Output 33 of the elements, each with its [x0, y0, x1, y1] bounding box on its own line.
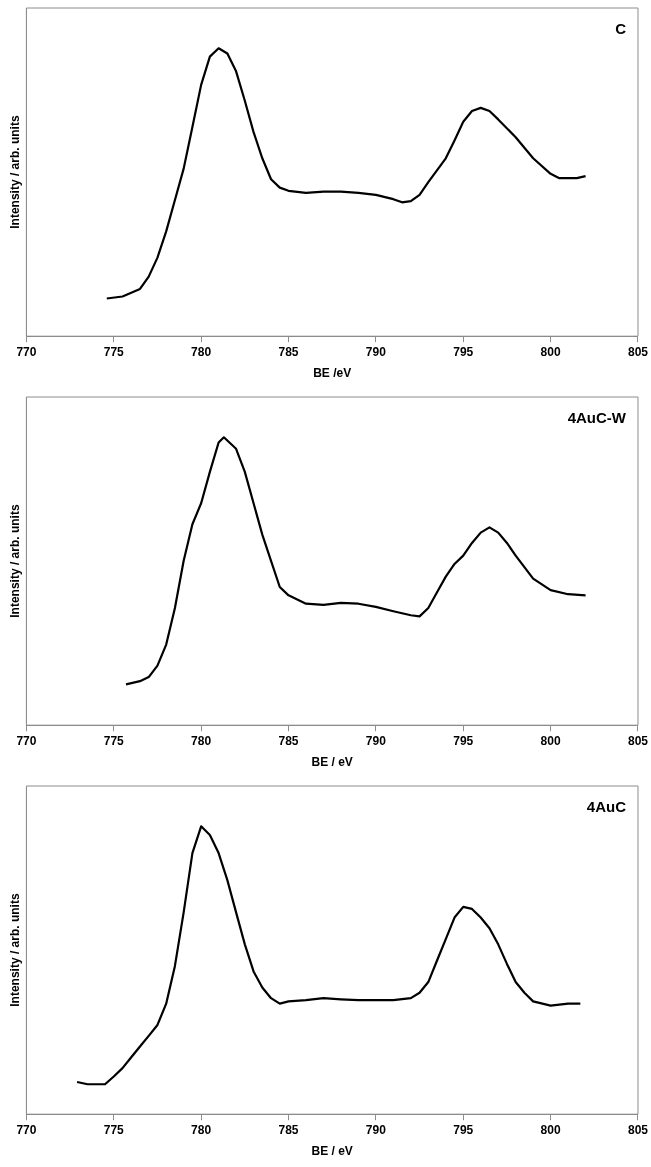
x-tick-label: 775: [103, 344, 125, 359]
x-tick-label: 800: [540, 1122, 561, 1137]
chart-title: 4AuC-W: [567, 408, 627, 426]
x-tick-label: 795: [453, 344, 474, 359]
x-tick-label: 800: [540, 344, 561, 359]
x-tick-label: 770: [16, 733, 37, 748]
x-tick-label: 785: [278, 1122, 299, 1137]
x-axis-title: BE / eV: [311, 1144, 353, 1159]
x-tick-label: 785: [278, 733, 299, 748]
chart-title: 4AuC: [586, 797, 627, 815]
x-tick-label: 790: [365, 1122, 387, 1137]
x-tick-label: 800: [540, 733, 561, 748]
x-tick-label: 790: [365, 733, 387, 748]
x-tick-label: 805: [627, 344, 649, 359]
x-tick-label: 780: [191, 733, 212, 748]
chart-title: C: [615, 19, 627, 37]
x-axis-title: BE / eV: [311, 755, 353, 770]
y-axis-title: Intensity / arb. units: [7, 893, 22, 1007]
x-tick-label: 805: [627, 1122, 649, 1137]
x-tick-label: 780: [191, 344, 212, 359]
x-tick-label: 805: [627, 733, 649, 748]
y-axis-title: Intensity / arb. units: [7, 504, 22, 618]
x-axis-title: BE /eV: [313, 366, 352, 381]
x-tick-label: 780: [191, 1122, 212, 1137]
x-tick-label: 770: [16, 344, 37, 359]
x-tick-label: 795: [453, 733, 474, 748]
x-tick-label: 785: [278, 344, 299, 359]
x-tick-label: 775: [103, 1122, 125, 1137]
x-tick-label: 795: [453, 1122, 474, 1137]
y-axis-title: Intensity / arb. units: [7, 115, 22, 229]
x-tick-label: 770: [16, 1122, 37, 1137]
x-tick-label: 790: [365, 344, 387, 359]
x-tick-label: 775: [103, 733, 125, 748]
